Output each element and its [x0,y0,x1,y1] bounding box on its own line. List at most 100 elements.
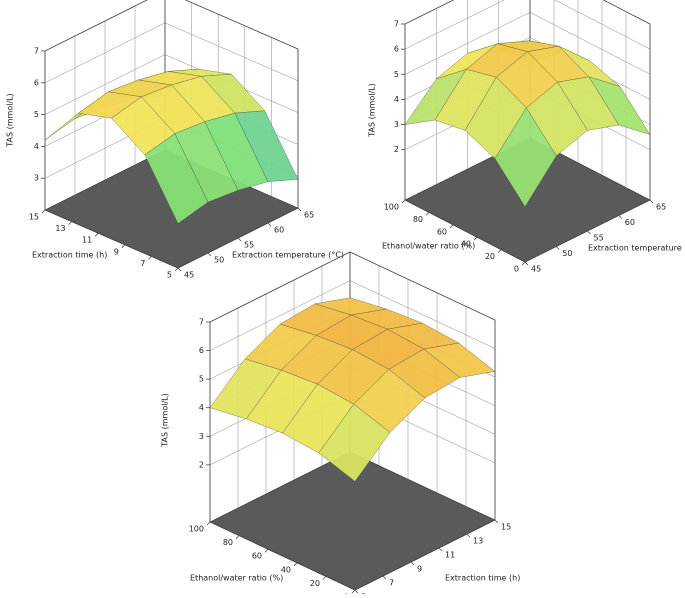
box-edge [209,519,496,591]
y-axis-label: Extraction time (h) [32,251,107,260]
z-grid-line [404,0,651,50]
y-tick [235,535,240,539]
x-tick [618,215,623,219]
x-tick [555,246,560,250]
x-tick [524,261,529,266]
x-tick-label: 60 [625,218,635,227]
x-tick [207,252,212,257]
y-tick [206,521,211,526]
y-tick-label: 15 [29,213,39,222]
box-edge [44,207,299,269]
z-tick-label: 4 [199,403,204,412]
y-tick [121,244,126,249]
x-axis-label: Extraction temperature (°C) [588,244,685,253]
x-tick-label: 60 [274,226,284,235]
z-tick-label: 6 [34,78,39,87]
y-tick-label: 5 [167,271,172,280]
box-edge [44,0,299,210]
z-tick-label: 2 [199,460,204,469]
z-tick-label: 3 [394,120,399,129]
y-tick [449,224,454,229]
x-tick [466,533,471,538]
x-tick [494,519,499,524]
y-tick [473,236,478,241]
x-axis-label: Extraction time (h) [445,574,520,583]
y-tick [293,562,298,567]
z-tick-label: 4 [34,142,39,151]
y-tick [148,256,152,260]
y-tick [94,232,99,237]
y-tick [521,261,526,266]
y-tick-label: 0 [514,265,519,274]
y-tick-label: 60 [252,552,262,561]
z-tick-label: 4 [394,95,399,104]
surface-patch [494,107,557,207]
x-tick-label: 50 [562,249,572,258]
y-tick-label: 11 [82,236,92,245]
z-tick-label: 5 [394,70,399,79]
x-tick-label: 50 [214,256,224,265]
y-tick-label: 20 [485,252,495,261]
x-tick-label: 15 [501,523,511,532]
z-tick-label: 7 [199,318,204,327]
x-tick-label: 45 [184,271,194,280]
x-tick [649,199,654,204]
z-axis-label: TAS (mmol/L) [6,93,15,147]
x-tick-label: 45 [531,265,541,274]
y-tick-label: 100 [189,525,204,534]
x-tick [297,207,302,212]
x-tick-label: 7 [389,579,394,588]
z-tick-label: 3 [34,174,39,183]
y-tick [425,212,430,216]
z-tick-label: 6 [394,45,399,54]
y-tick-label: 7 [140,259,145,268]
y-tick [401,199,406,204]
x-tick-label: 55 [244,241,254,250]
box-edge [404,0,651,200]
y-tick-label: 80 [413,215,423,224]
z-tick-label: 2 [394,145,399,154]
x-tick [237,237,242,242]
x-tick [587,230,591,235]
surface-patch [144,133,209,224]
z-tick-label: 6 [199,346,204,355]
z-axis-label: TAS (mmol/L) [368,83,377,137]
z-axis-label: TAS (mmol/L) [161,393,170,447]
x-tick-label: 11 [445,551,455,560]
x-tick [382,575,387,580]
z-tick-label: 7 [394,20,399,29]
y-tick-label: 40 [281,565,291,574]
surface-patch [318,403,391,482]
z-tick-label: 5 [34,110,39,119]
x-axis-label: Extraction temperature (°C) [232,251,344,260]
z-tick-label: 7 [34,47,39,56]
y-tick [41,209,46,214]
x-tick-label: 9 [417,565,422,574]
y-tick [68,221,72,225]
y-tick-label: 20 [310,579,320,588]
y-tick [497,249,502,253]
y-tick-label: 13 [55,224,65,233]
y-tick-label: 40 [461,240,471,249]
x-tick-label: 55 [594,234,604,243]
y-tick-label: 60 [437,227,447,236]
y-tick [174,267,179,272]
y-tick-label: 100 [384,203,399,212]
y-tick [351,589,356,594]
y-axis-label: Ethanol/water ratio (%) [190,574,283,583]
z-tick-label: 5 [199,375,204,384]
x-tick-label: 65 [656,203,666,212]
y-tick [322,576,327,580]
x-tick [267,222,272,227]
box-edge [404,199,651,263]
x-tick-label: 13 [473,537,483,546]
y-tick-label: 80 [223,538,233,547]
x-tick [410,561,415,566]
z-tick-label: 3 [199,432,204,441]
x-tick [438,547,443,552]
x-tick-label: 65 [304,211,314,220]
y-tick-label: 9 [114,247,119,256]
y-axis-label: Ethanol/water ratio (%) [382,242,475,251]
z-grid-line [404,0,651,25]
